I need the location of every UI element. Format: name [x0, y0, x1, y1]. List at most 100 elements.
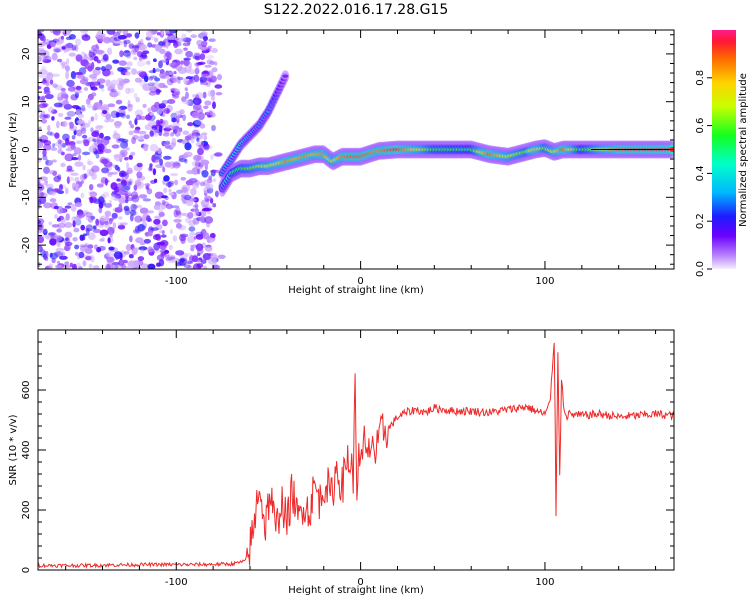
noise-speckle [52, 171, 57, 176]
noise-speckle [87, 244, 94, 249]
noise-speckle [214, 84, 223, 89]
noise-speckle [64, 222, 73, 228]
noise-speckle [48, 263, 54, 269]
noise-speckle [134, 32, 140, 39]
noise-speckle [48, 170, 58, 175]
noise-speckle [68, 52, 76, 57]
noise-speckle [165, 41, 169, 49]
noise-speckle [42, 114, 49, 118]
noise-speckle [47, 124, 51, 132]
noise-speckle [146, 210, 154, 214]
noise-speckle [209, 232, 216, 239]
noise-speckle [40, 42, 50, 46]
noise-speckle [163, 141, 171, 146]
noise-speckle [138, 194, 148, 199]
noise-speckle [143, 238, 151, 244]
noise-speckle [182, 100, 191, 105]
noise-speckle [80, 192, 85, 199]
noise-speckle [183, 47, 188, 51]
noise-speckle [202, 232, 210, 240]
noise-speckle [133, 184, 138, 191]
colorbar: 0.0 0.2 0.4 0.6 0.8 Normalized spectral ampl… [695, 30, 749, 277]
noise-speckle [194, 62, 201, 67]
noise-speckle [80, 180, 85, 184]
noise-speckle [109, 70, 114, 76]
noise-speckle [200, 216, 205, 223]
noise-speckle [186, 261, 193, 265]
noise-speckle [179, 109, 185, 115]
noise-speckle [160, 30, 164, 35]
noise-speckle [121, 185, 130, 192]
noise-speckle [170, 132, 175, 137]
noise-speckle [83, 173, 87, 179]
noise-speckle [127, 191, 132, 196]
noise-speckle [111, 262, 119, 269]
noise-speckle [199, 123, 206, 129]
noise-speckle [103, 148, 112, 154]
noise-speckle [149, 144, 159, 152]
noise-speckle [184, 142, 192, 151]
noise-speckle [53, 251, 62, 256]
noise-speckle [69, 262, 73, 268]
noise-speckle [139, 207, 149, 214]
noise-speckle [90, 255, 95, 263]
noise-speckle [186, 80, 193, 85]
noise-speckle [211, 124, 216, 132]
noise-speckle [183, 194, 192, 200]
noise-speckle [198, 257, 203, 261]
noise-speckle [73, 72, 77, 80]
noise-speckle [55, 264, 63, 269]
noise-speckle [181, 184, 191, 192]
noise-speckle [132, 135, 140, 140]
noise-speckle [50, 233, 55, 240]
noise-speckle [101, 104, 110, 113]
noise-speckle [129, 209, 136, 216]
noise-speckle [42, 155, 48, 161]
noise-speckle [138, 246, 148, 251]
noise-speckle [202, 91, 207, 99]
noise-speckle [173, 129, 178, 134]
noise-speckle [149, 76, 153, 81]
noise-speckle [153, 58, 157, 62]
noise-speckle [187, 265, 193, 269]
noise-speckle [57, 92, 63, 101]
noise-speckle [64, 241, 73, 247]
noise-speckle [104, 210, 112, 217]
noise-speckle [105, 263, 111, 269]
noise-speckle [95, 66, 102, 71]
noise-speckle [210, 76, 217, 84]
noise-speckle [38, 136, 42, 142]
noise-speckle [150, 179, 157, 184]
noise-speckle [193, 154, 202, 162]
noise-speckle [51, 224, 60, 228]
noise-speckle [135, 237, 144, 244]
noise-speckle [134, 109, 144, 117]
noise-speckle [115, 99, 123, 105]
noise-speckle [200, 259, 207, 264]
noise-speckle [72, 263, 77, 269]
noise-speckle [131, 191, 139, 200]
noise-speckle [108, 246, 115, 251]
noise-speckle [200, 31, 208, 37]
noise-speckle [208, 38, 216, 42]
noise-speckle [124, 171, 129, 179]
noise-speckle [60, 93, 69, 99]
noise-speckle [104, 177, 108, 186]
noise-speckle [84, 248, 93, 254]
noise-speckle [44, 256, 49, 261]
noise-speckle [54, 132, 60, 139]
noise-speckle [117, 224, 126, 230]
noise-speckle [172, 78, 180, 83]
noise-speckle [155, 68, 160, 72]
noise-speckle [125, 87, 131, 95]
noise-speckle [185, 50, 194, 58]
noise-speckle [153, 218, 161, 225]
noise-speckle [64, 43, 71, 50]
noise-speckle [163, 85, 168, 89]
noise-speckle [38, 200, 42, 207]
noise-speckle [105, 252, 115, 258]
noise-speckle [118, 264, 127, 269]
noise-speckle [140, 248, 144, 254]
noise-speckle [69, 121, 74, 129]
noise-speckle [72, 153, 77, 157]
